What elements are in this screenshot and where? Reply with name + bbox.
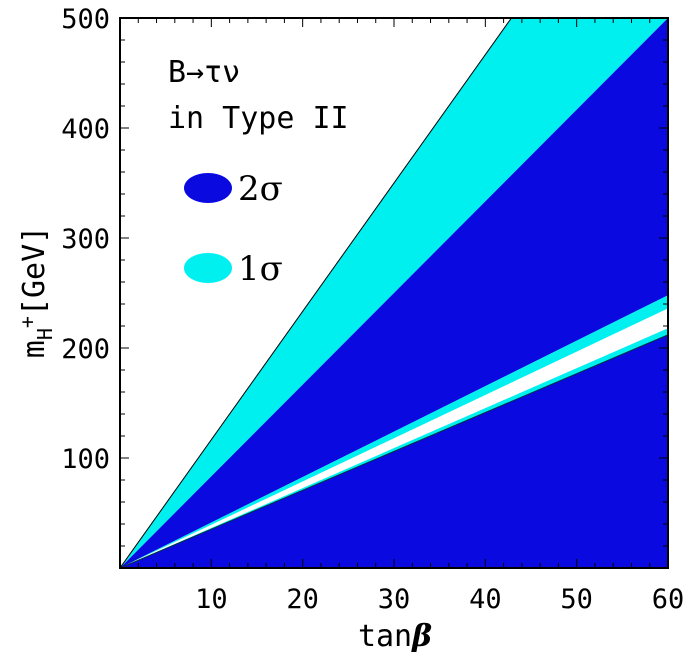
y-tick-label: 500: [61, 4, 110, 35]
x-tick-label: 40: [469, 584, 502, 615]
x-tick-label: 20: [286, 584, 319, 615]
legend-label-1sigma: 1σ: [238, 249, 283, 289]
x-tick-label: 60: [652, 584, 685, 615]
legend-swatch-1sigma: [184, 253, 232, 283]
legend-label-2sigma: 2σ: [238, 169, 283, 209]
region-separator-line: [120, 334, 668, 568]
svg-text:mH+[GeV]: mH+[GeV]: [15, 226, 57, 358]
annotation-line-2: in Type II: [168, 101, 349, 136]
y-axis-title-unit: [GeV]: [17, 226, 52, 316]
legend-swatch-2sigma: [184, 173, 232, 203]
y-axis-title-sup: +: [15, 316, 39, 328]
y-axis-title-sub: H: [33, 328, 57, 340]
annotation-line-1: B→τν: [168, 55, 240, 90]
axis-ticks: [120, 18, 668, 568]
region-sigma1-2: [120, 295, 668, 568]
tick-labels: 10 20 30 40 50 60 100 200 300 400 500: [61, 4, 684, 615]
x-tick-label: 10: [195, 584, 228, 615]
y-axis-title-main: m: [17, 340, 52, 358]
y-axis-title: mH+[GeV]: [15, 226, 57, 358]
y-tick-label: 400: [61, 114, 110, 145]
x-axis-title-symbol: β: [411, 619, 432, 654]
y-tick-label: 300: [61, 224, 110, 255]
upper-boundary-line: [120, 18, 513, 568]
x-tick-label: 30: [378, 584, 411, 615]
confidence-regions: [120, 18, 668, 568]
y-tick-label: 200: [61, 334, 110, 365]
x-axis-title: tanβ: [358, 619, 432, 654]
region-sigma2-1: [120, 18, 668, 568]
x-axis-title-text: tan: [358, 619, 412, 654]
y-tick-label: 100: [61, 444, 110, 475]
x-tick-label: 50: [560, 584, 593, 615]
region-sigma1-3: [120, 328, 668, 568]
